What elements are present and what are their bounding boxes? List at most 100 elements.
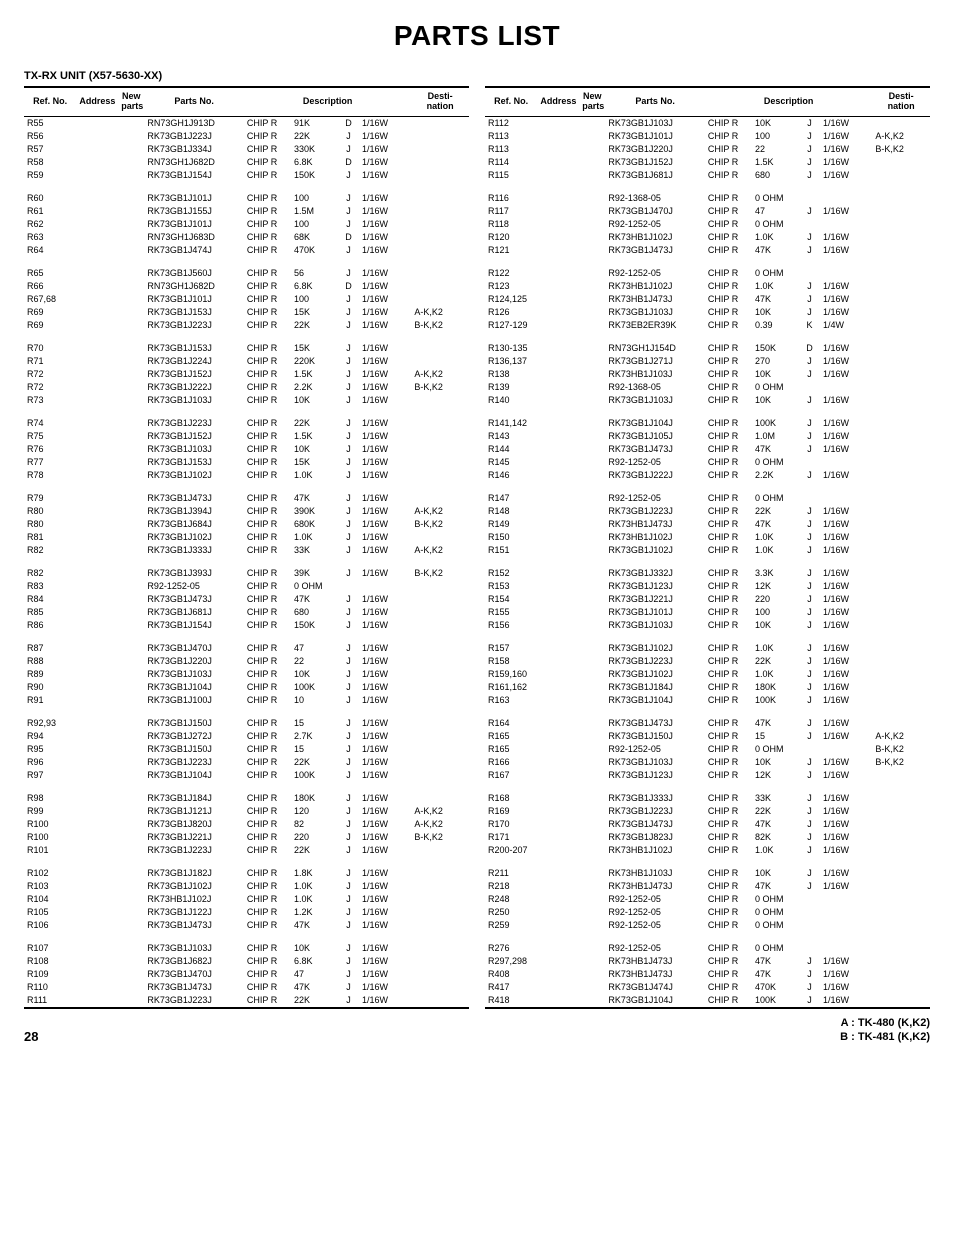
table-cell	[537, 844, 579, 857]
table-cell: B-K,K2	[872, 743, 930, 756]
table-cell: 1/16W	[820, 968, 872, 981]
table-cell: 1/16W	[820, 681, 872, 694]
table-row: R139R92-1368-05CHIP R0 OHM	[485, 381, 930, 394]
table-cell	[118, 619, 144, 632]
table-cell	[579, 619, 605, 632]
table-cell: R151	[485, 544, 537, 557]
table-cell: 180K	[291, 792, 338, 805]
table-cell	[411, 192, 469, 205]
table-cell	[359, 580, 411, 593]
col-address: Address	[537, 88, 579, 116]
table-cell	[76, 942, 118, 955]
table-row: R126RK73GB1J103JCHIP R10KJ1/16W	[485, 306, 930, 319]
table-cell: J	[338, 293, 359, 306]
table-cell: CHIP R	[705, 319, 752, 332]
table-cell: J	[338, 355, 359, 368]
table-cell: R66	[24, 280, 76, 293]
table-cell: RK73GB1J101J	[144, 218, 243, 231]
table-cell: 1/16W	[359, 743, 411, 756]
table-cell	[872, 192, 930, 205]
table-row: R56RK73GB1J223JCHIP R22KJ1/16W	[24, 130, 469, 143]
table-cell	[411, 981, 469, 994]
table-cell: R138	[485, 368, 537, 381]
table-cell	[872, 355, 930, 368]
table-cell	[537, 306, 579, 319]
table-cell	[537, 756, 579, 769]
table-row	[24, 407, 469, 417]
table-row: R138RK73HB1J103JCHIP R10KJ1/16W	[485, 368, 930, 381]
table-cell: R141,142	[485, 417, 537, 430]
table-cell: 220K	[291, 355, 338, 368]
table-cell	[118, 955, 144, 968]
table-cell	[118, 430, 144, 443]
table-row: R122R92-1252-05CHIP R0 OHM	[485, 267, 930, 280]
table-cell: R164	[485, 717, 537, 730]
table-row: R111RK73GB1J223JCHIP R22KJ1/16W	[24, 994, 469, 1007]
table-cell: 1.0K	[291, 880, 338, 893]
table-cell: 1.0K	[752, 668, 799, 681]
table-row	[24, 632, 469, 642]
table-row: R168RK73GB1J333JCHIP R33KJ1/16W	[485, 792, 930, 805]
table-cell: RK73GB1J103J	[144, 942, 243, 955]
table-row: R99RK73GB1J121JCHIP R120J1/16WA-K,K2	[24, 805, 469, 818]
table-cell: CHIP R	[244, 668, 291, 681]
table-cell: 10K	[752, 306, 799, 319]
table-cell: 150K	[291, 619, 338, 632]
table-cell: 22K	[291, 130, 338, 143]
table-cell: J	[338, 368, 359, 381]
table-cell: R91	[24, 694, 76, 707]
table-cell	[76, 531, 118, 544]
table-cell: 22K	[752, 655, 799, 668]
table-cell	[118, 205, 144, 218]
table-cell: R106	[24, 919, 76, 932]
table-row: R100RK73GB1J221JCHIP R220J1/16WB-K,K2	[24, 831, 469, 844]
table-cell	[799, 919, 820, 932]
table-cell: J	[338, 192, 359, 205]
table-row: R72RK73GB1J152JCHIP R1.5KJ1/16WA-K,K2	[24, 368, 469, 381]
table-cell: R83	[24, 580, 76, 593]
table-cell	[537, 792, 579, 805]
table-cell: D	[338, 156, 359, 169]
table-cell	[76, 593, 118, 606]
table-row: R112RK73GB1J103JCHIP R10KJ1/16W	[485, 116, 930, 130]
table-cell	[118, 531, 144, 544]
table-cell: J	[338, 593, 359, 606]
table-row: R95RK73GB1J150JCHIP R15J1/16W	[24, 743, 469, 756]
table-cell	[118, 792, 144, 805]
table-cell: 1/16W	[820, 143, 872, 156]
table-cell	[820, 381, 872, 394]
table-cell: CHIP R	[244, 544, 291, 557]
table-cell	[76, 919, 118, 932]
table-cell: 1/16W	[820, 130, 872, 143]
table-cell	[118, 518, 144, 531]
table-cell	[411, 955, 469, 968]
table-cell: J	[338, 792, 359, 805]
table-cell	[872, 417, 930, 430]
table-cell: RK73GB1J155J	[144, 205, 243, 218]
table-cell: 0 OHM	[752, 456, 799, 469]
table-cell	[411, 769, 469, 782]
table-cell: CHIP R	[244, 844, 291, 857]
table-row: R90RK73GB1J104JCHIP R100KJ1/16W	[24, 681, 469, 694]
table-cell: J	[799, 805, 820, 818]
table-cell: J	[338, 844, 359, 857]
table-cell: J	[338, 818, 359, 831]
table-cell: 1/16W	[359, 342, 411, 355]
table-cell: R116	[485, 192, 537, 205]
table-cell	[872, 619, 930, 632]
table-cell	[579, 218, 605, 231]
table-cell	[579, 668, 605, 681]
table-cell: 1/16W	[820, 342, 872, 355]
table-cell: J	[338, 717, 359, 730]
table-cell: CHIP R	[705, 430, 752, 443]
table-cell: CHIP R	[244, 368, 291, 381]
table-cell	[118, 805, 144, 818]
table-cell	[411, 893, 469, 906]
table-row: R70RK73GB1J153JCHIP R15KJ1/16W	[24, 342, 469, 355]
table-cell: 1.2K	[291, 906, 338, 919]
table-cell: 1/16W	[359, 544, 411, 557]
table-cell: RK73GB1J223J	[144, 994, 243, 1007]
table-row: R127-129RK73EB2ER39KCHIP R0.39K1/4W	[485, 319, 930, 332]
table-cell: RK73GB1J473J	[144, 981, 243, 994]
table-cell: 1/16W	[359, 355, 411, 368]
